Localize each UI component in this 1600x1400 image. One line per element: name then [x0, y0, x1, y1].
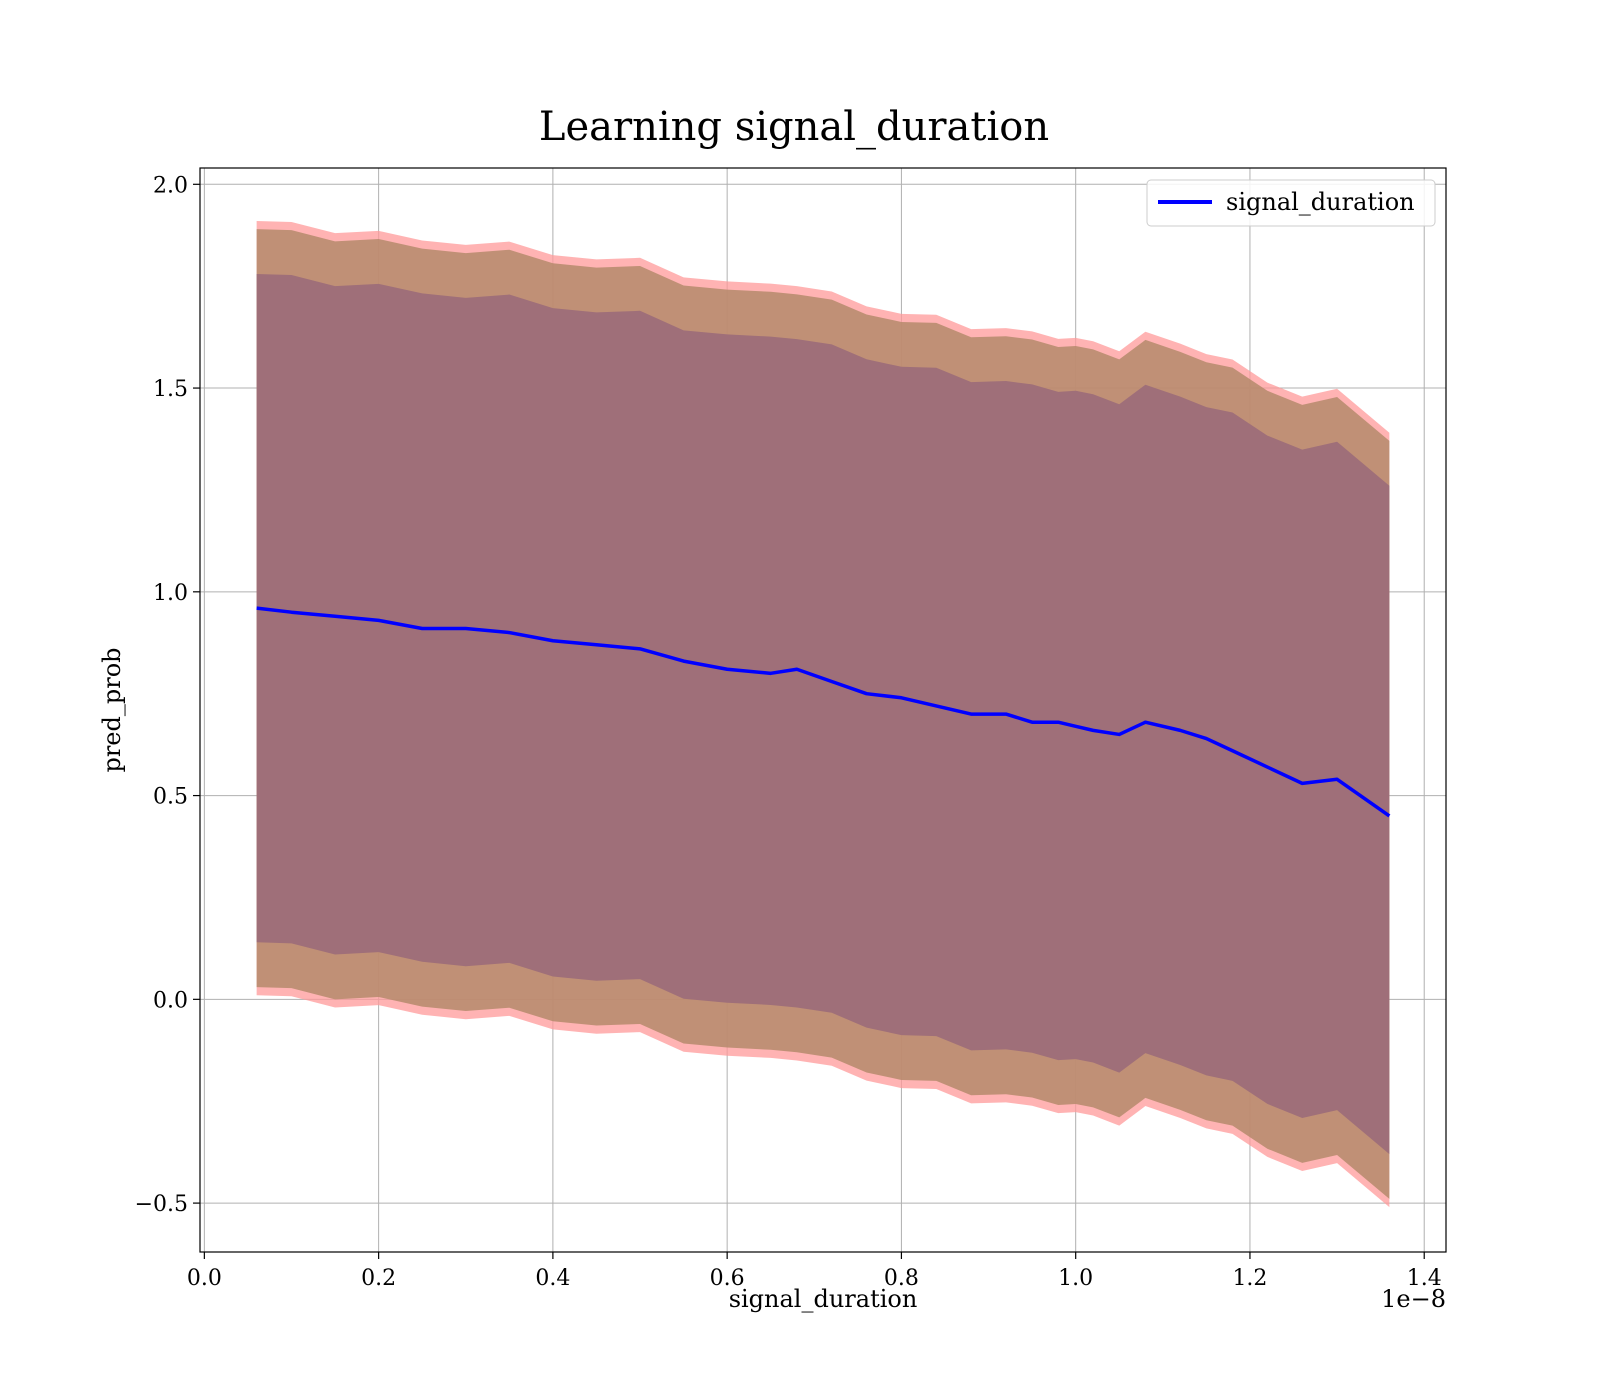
- series-line-signal-duration: [256, 606, 1391, 818]
- x-tick-label: 0.6: [710, 1266, 745, 1291]
- uncertainty-bands: [256, 220, 1390, 1208]
- band-inner: [256, 273, 1390, 1155]
- legend-box: [1146, 179, 1436, 227]
- plot-frame: [199, 167, 1447, 1253]
- chart-title: Learning signal_duration: [539, 104, 1049, 150]
- x-tick-label: 1.4: [1407, 1266, 1442, 1291]
- y-axis-ticks: −0.5 0.0 0.5 1.0 1.5 2.0: [135, 173, 200, 1217]
- x-axis-offset-label: 1e−8: [1381, 1285, 1446, 1313]
- x-tick-label: 0.2: [361, 1266, 396, 1291]
- x-tick-label: 1.0: [1058, 1266, 1093, 1291]
- y-axis-label: pred_prob: [98, 647, 126, 772]
- x-tick-label: 0.0: [187, 1266, 222, 1291]
- legend: signal_duration: [1146, 179, 1436, 227]
- legend-entry-label: signal_duration: [1226, 188, 1415, 216]
- y-tick-label: 1.5: [153, 377, 188, 402]
- y-tick-label: 0.0: [153, 988, 188, 1013]
- x-tick-label: 0.8: [884, 1266, 919, 1291]
- series-lines: [256, 606, 1391, 818]
- x-tick-label: 0.4: [535, 1266, 570, 1291]
- y-tick-label: −0.5: [135, 1192, 188, 1217]
- y-tick-label: 0.5: [153, 785, 188, 810]
- y-tick-label: 2.0: [153, 173, 188, 198]
- y-tick-label: 1.0: [153, 581, 188, 606]
- x-axis-label: signal_duration: [729, 1285, 918, 1313]
- x-tick-label: 1.2: [1232, 1266, 1267, 1291]
- x-axis-ticks: 0.0 0.2 0.4 0.6 0.8 1.0 1.2 1.4: [187, 1252, 1442, 1291]
